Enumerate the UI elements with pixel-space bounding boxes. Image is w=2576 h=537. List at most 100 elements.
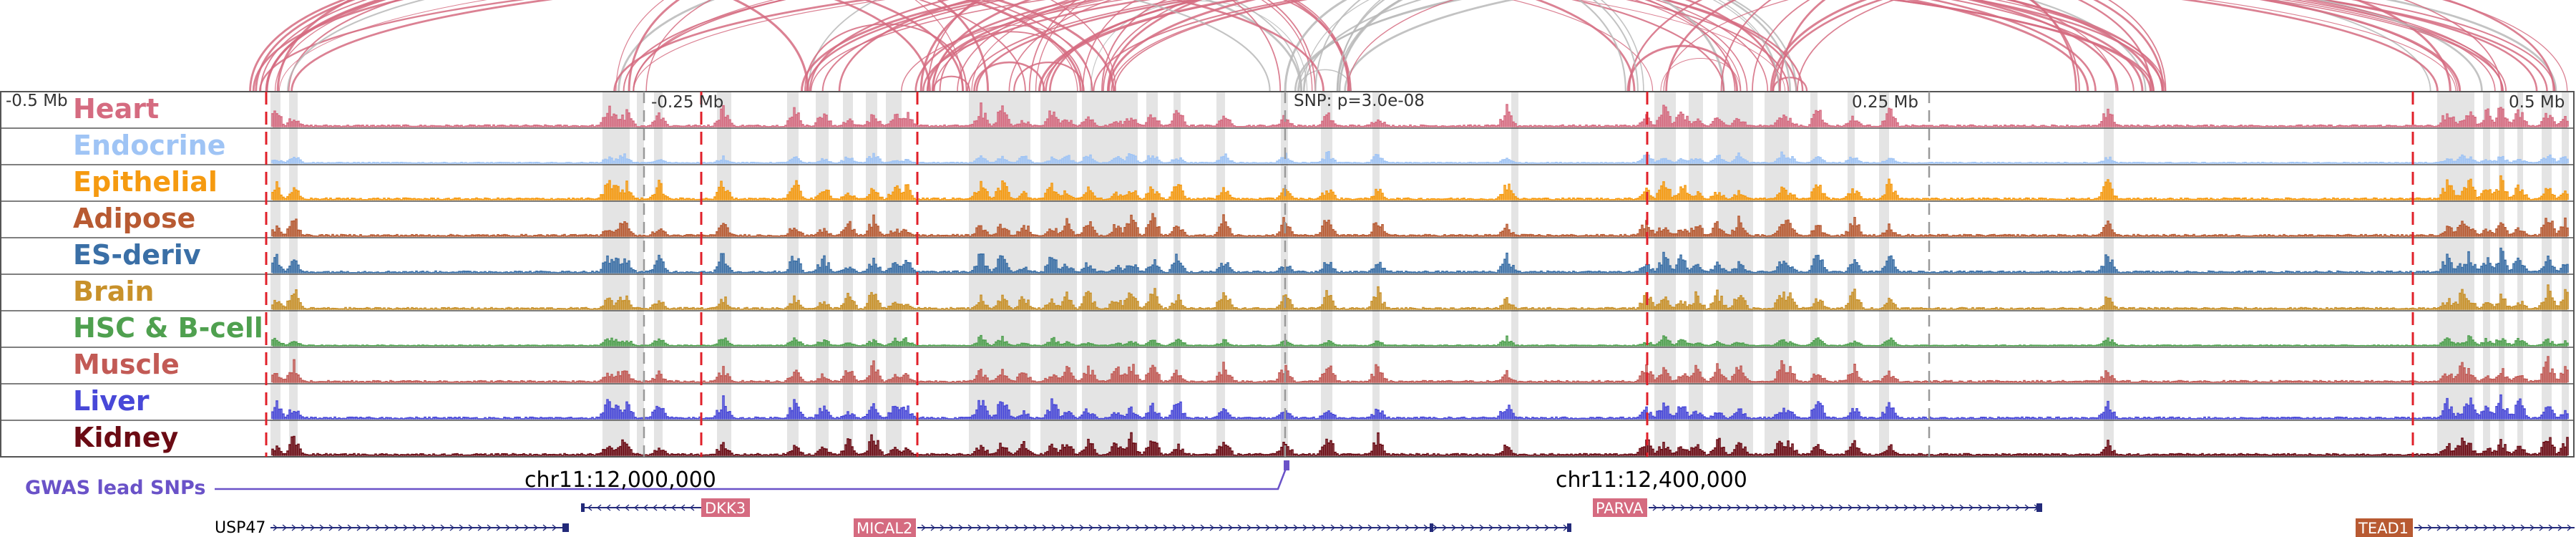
strand-chevron	[1894, 504, 1900, 511]
strand-chevron	[1088, 524, 1094, 531]
strand-chevron	[1680, 504, 1686, 511]
strand-chevron	[356, 524, 362, 531]
strand-chevron	[624, 504, 630, 511]
chromatin-loop-arc	[1663, 0, 2568, 92]
strand-chevron	[1163, 524, 1169, 531]
strand-chevron	[1810, 504, 1816, 511]
strand-chevron	[1848, 504, 1853, 511]
chromatin-loop-arc	[1048, 0, 2119, 92]
strand-chevron	[1433, 524, 1438, 531]
gene-dkk3[interactable]: DKK3	[581, 498, 750, 517]
strand-chevron	[514, 524, 520, 531]
signal-track	[271, 284, 2569, 310]
strand-chevron	[1442, 524, 1448, 531]
strand-chevron	[2511, 524, 2517, 531]
signal-track	[271, 151, 2569, 164]
chromatin-loop-arc	[939, 31, 1084, 92]
strand-chevron	[2455, 524, 2461, 531]
strand-chevron	[670, 504, 676, 511]
strand-chevron	[995, 524, 1001, 531]
chromatin-loop-arc	[807, 0, 1303, 92]
chromatin-loop-arc	[1038, 0, 2462, 92]
gene-usp47[interactable]: USP47	[215, 519, 569, 537]
strand-chevron	[1386, 524, 1392, 531]
strand-chevron	[1829, 504, 1835, 511]
strand-chevron	[1349, 524, 1355, 531]
gwas-label: GWAS lead SNPs	[25, 477, 205, 499]
strand-chevron	[1274, 524, 1280, 531]
strand-chevron	[1126, 524, 1131, 531]
strand-chevron	[1414, 524, 1420, 531]
strand-chevron	[1745, 504, 1751, 511]
strand-chevron	[1033, 524, 1038, 531]
gene-label-usp47: USP47	[215, 519, 265, 537]
strand-chevron	[1782, 504, 1788, 511]
chromatin-loop-arc	[1106, 0, 1781, 92]
gene-label-tead1: TEAD1	[2358, 520, 2409, 537]
coordinate-left-label: chr11:12,000,000	[525, 468, 716, 493]
strand-chevron	[2474, 524, 2479, 531]
gene-parva[interactable]: PARVA	[1593, 498, 2042, 517]
chromatin-loop-arc	[1111, 0, 2496, 92]
strand-chevron	[1801, 504, 1807, 511]
chromatin-loop-arc	[975, 0, 2538, 92]
strand-chevron	[1959, 504, 1965, 511]
signal-track	[271, 432, 2569, 456]
track-label-kidney: Kidney	[73, 422, 178, 453]
strand-chevron	[1191, 524, 1196, 531]
strand-chevron	[1699, 504, 1704, 511]
boundary-lines	[265, 92, 2414, 457]
strand-chevron	[1662, 504, 1667, 511]
strand-chevron	[1535, 524, 1541, 531]
track-label-es-deriv: ES-deriv	[73, 239, 201, 271]
gene-exon-dkk3	[581, 503, 585, 512]
chromatin-loop-arc	[249, 0, 931, 92]
strand-chevron	[689, 504, 695, 511]
chromatin-loop-arc	[806, 0, 2164, 92]
signal-track	[271, 175, 2569, 200]
strand-chevron	[282, 524, 288, 531]
strand-chevron	[273, 524, 278, 531]
chromatin-loop-arc	[1797, 0, 2502, 92]
strand-chevron	[596, 504, 602, 511]
strand-chevron	[2492, 524, 2498, 531]
strand-chevron	[403, 524, 409, 531]
strand-chevron	[977, 524, 982, 531]
strand-chevron	[328, 524, 334, 531]
strand-chevron	[375, 524, 381, 531]
strand-chevron	[1107, 524, 1113, 531]
strand-chevron	[2464, 524, 2470, 531]
strand-chevron	[1996, 504, 2002, 511]
strand-chevron	[1070, 524, 1075, 531]
strand-chevron	[1219, 524, 1224, 531]
strand-chevron	[1968, 504, 1974, 511]
gene-strand-arrows-tead1	[2418, 524, 2572, 531]
strand-chevron	[1479, 524, 1485, 531]
strand-chevron	[1885, 504, 1890, 511]
chromatin-loop-arc	[1008, 0, 1748, 92]
chromatin-loop-arc	[838, 0, 1797, 92]
strand-chevron	[1060, 524, 1066, 531]
chromatin-loop-arc	[1303, 0, 1780, 92]
strand-chevron	[680, 504, 686, 511]
chromatin-loop-arc	[1294, 0, 2483, 92]
strand-chevron	[587, 504, 592, 511]
gene-mical2[interactable]: MICAL2	[854, 518, 1571, 537]
gwas-snp-marker[interactable]	[1284, 460, 1289, 470]
chromatin-loop-arc	[276, 0, 809, 92]
strand-chevron	[1727, 504, 1732, 511]
strand-chevron	[412, 524, 418, 531]
strand-chevron	[2539, 524, 2545, 531]
strand-chevron	[1544, 524, 1550, 531]
strand-chevron	[1820, 504, 1825, 511]
chromatin-loop-arc	[1720, 0, 2080, 92]
strand-chevron	[1135, 524, 1141, 531]
gene-tead1[interactable]: TEAD1	[2356, 518, 2575, 537]
chromatin-loop-arc	[971, 0, 1742, 92]
strand-chevron	[1144, 524, 1150, 531]
strand-chevron	[1293, 524, 1299, 531]
strand-chevron	[1773, 504, 1779, 511]
strand-chevron	[633, 504, 639, 511]
signal-track	[271, 247, 2569, 274]
strand-chevron	[1978, 504, 1984, 511]
